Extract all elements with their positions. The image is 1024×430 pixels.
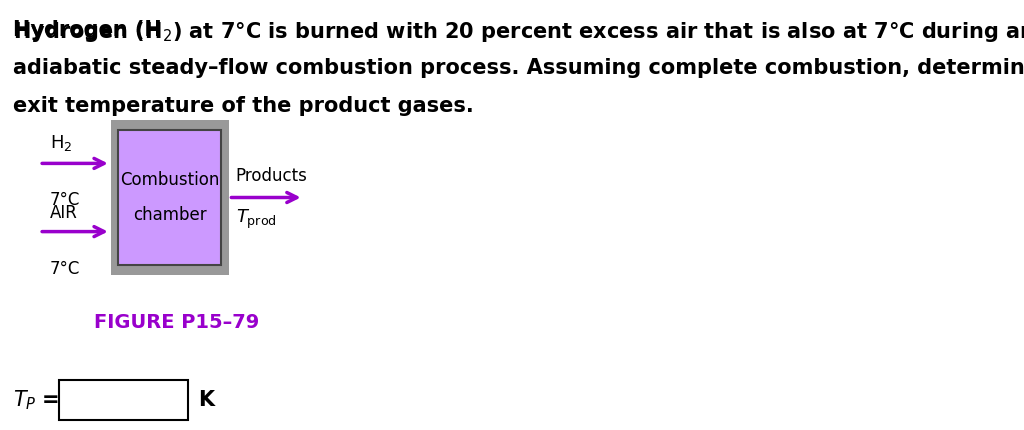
Bar: [111, 120, 228, 275]
Text: 7°C: 7°C: [50, 260, 80, 278]
Text: K: K: [199, 390, 215, 410]
Text: Hydrogen (H: Hydrogen (H: [13, 20, 162, 40]
Text: 7°C: 7°C: [50, 191, 80, 209]
Text: chamber: chamber: [133, 206, 207, 224]
Text: adiabatic steady–flow combustion process. Assuming complete combustion, determin: adiabatic steady–flow combustion process…: [13, 58, 1024, 78]
Text: $T_{\rm prod}$: $T_{\rm prod}$: [236, 208, 276, 231]
Text: Hydrogen (H$_2$) at 7°C is burned with 20 percent excess air that is also at 7°C: Hydrogen (H$_2$) at 7°C is burned with 2…: [13, 20, 1024, 44]
Text: FIGURE P15–79: FIGURE P15–79: [94, 313, 259, 332]
Text: =: =: [41, 390, 59, 410]
Bar: [118, 130, 221, 265]
Bar: [59, 380, 187, 420]
Text: AIR: AIR: [50, 203, 78, 221]
Text: Combustion: Combustion: [120, 172, 219, 190]
Text: Products: Products: [236, 168, 307, 185]
Text: exit temperature of the product gases.: exit temperature of the product gases.: [13, 96, 474, 116]
Text: H$_2$: H$_2$: [50, 133, 73, 154]
Text: $T_P$: $T_P$: [13, 388, 37, 412]
